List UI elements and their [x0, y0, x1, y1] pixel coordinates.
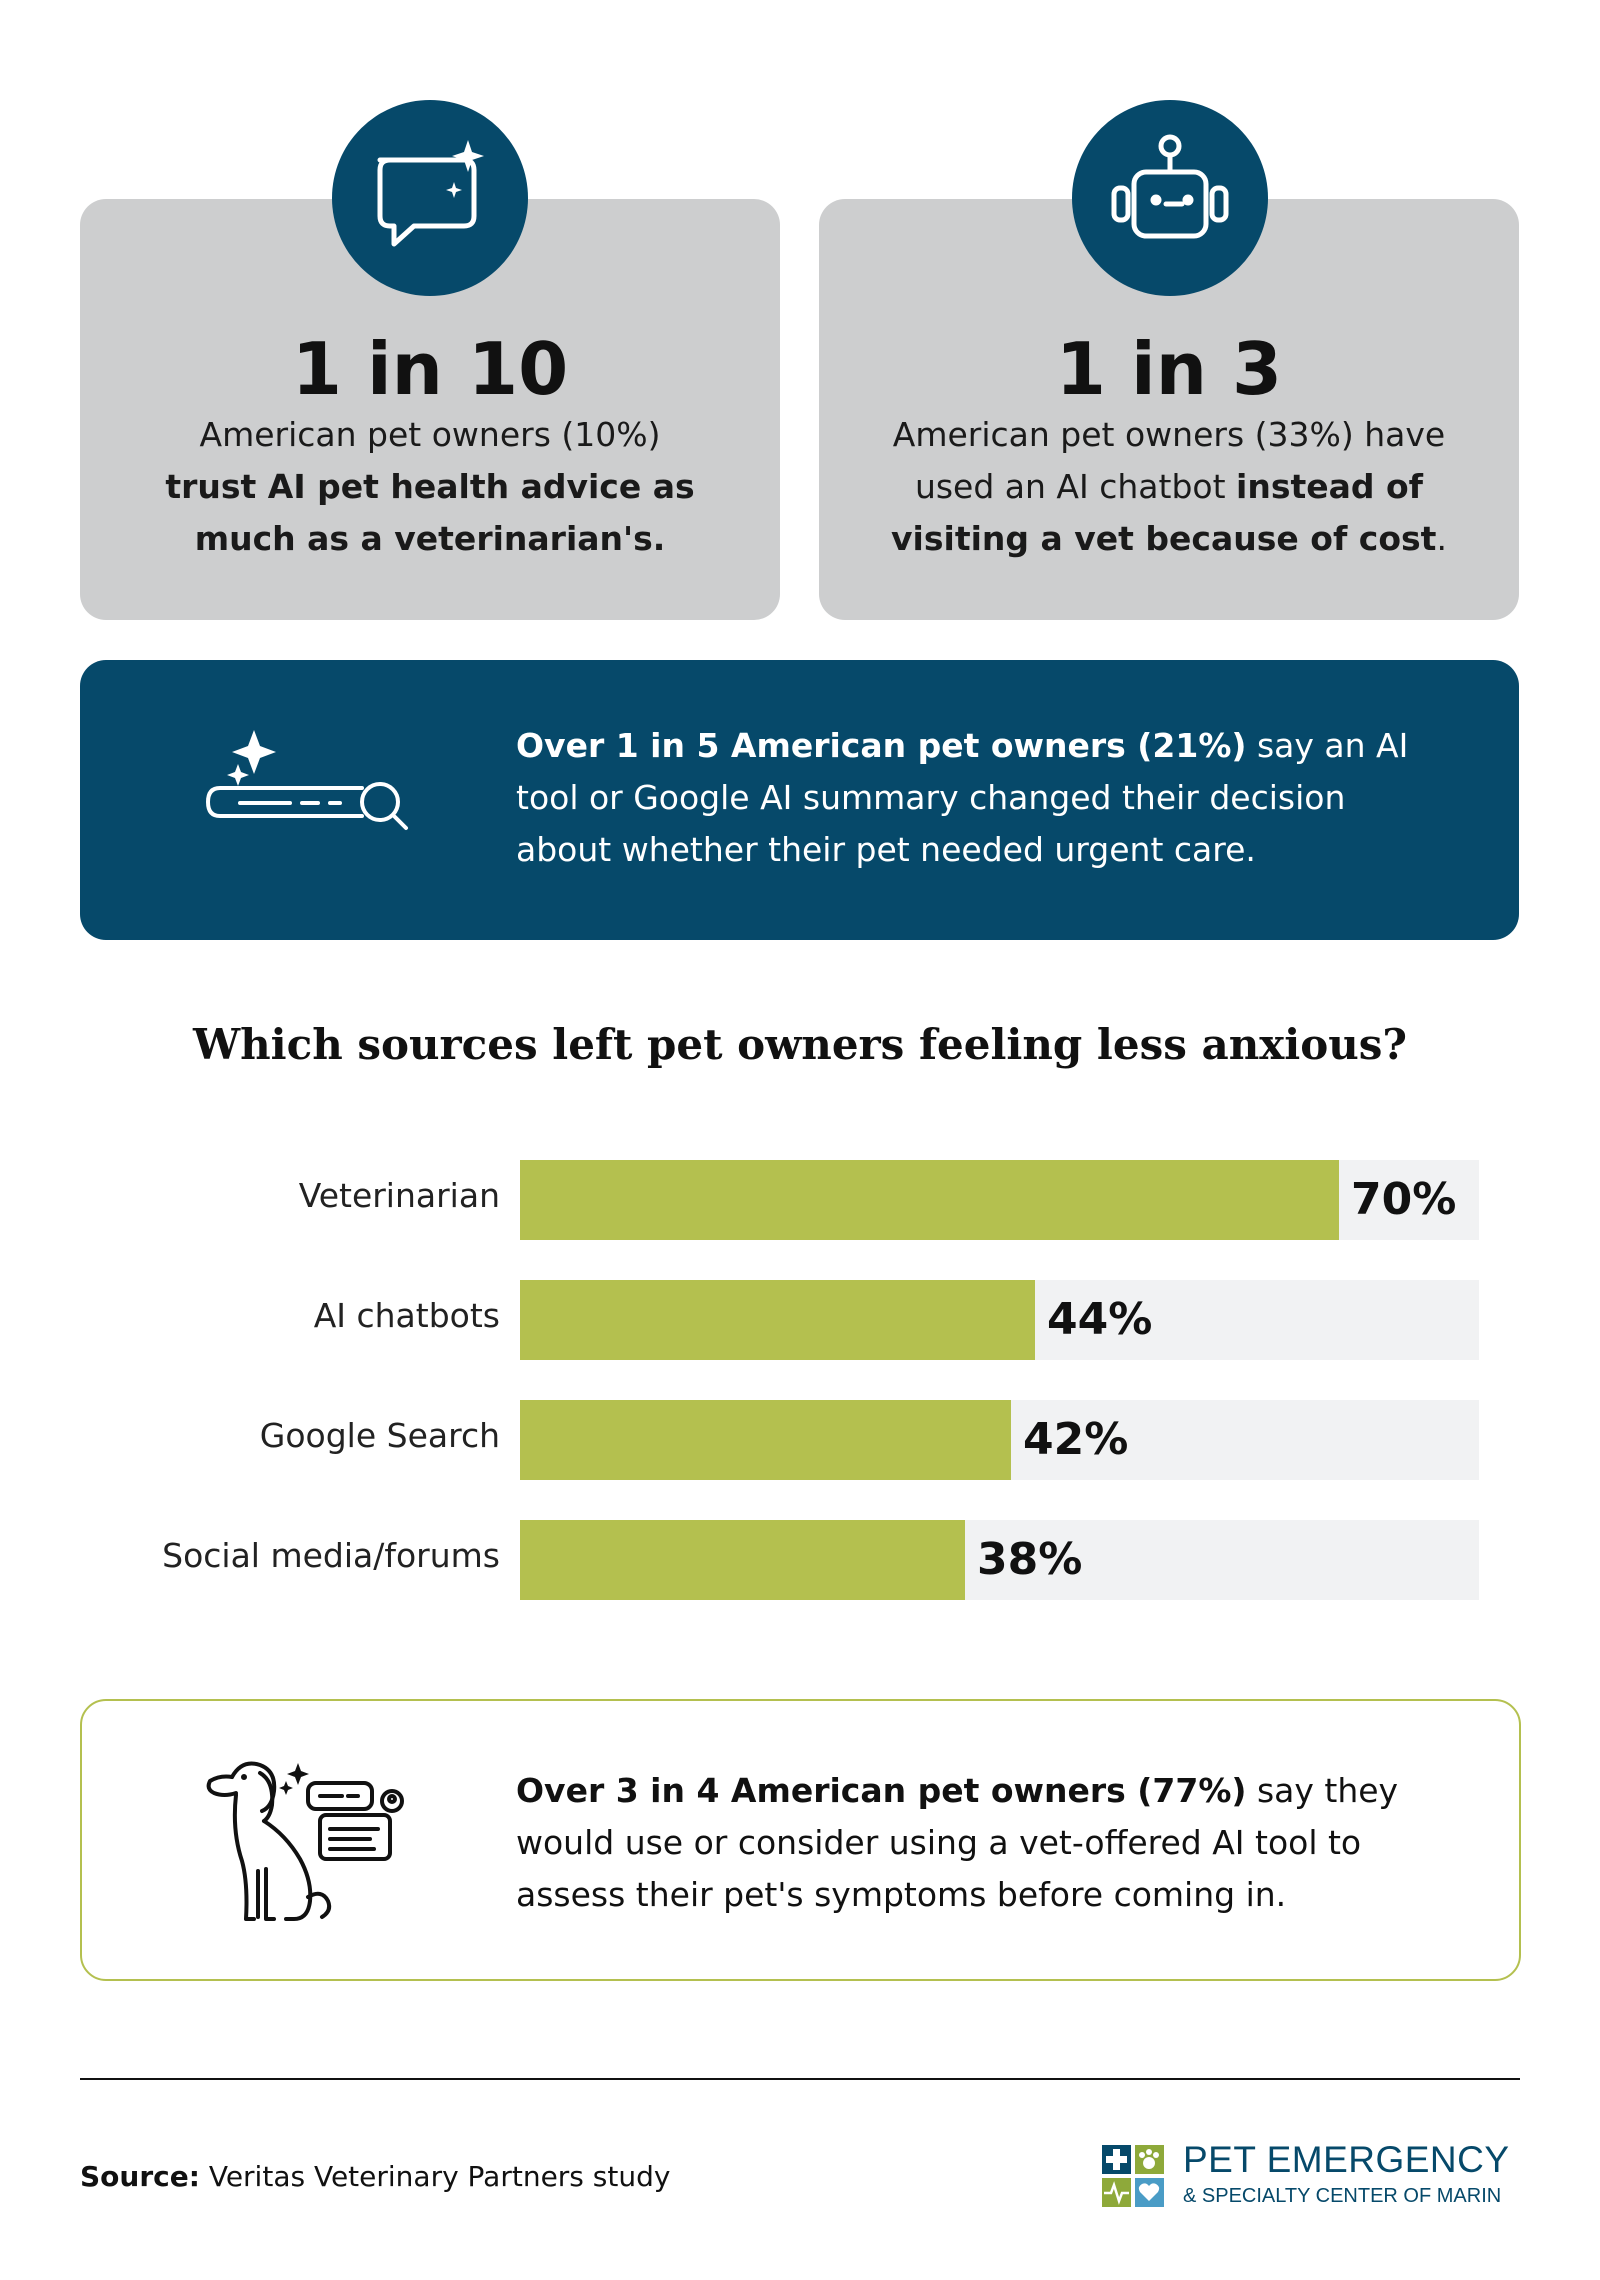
callout-line: would use or consider using a vet-offere… [516, 1823, 1362, 1862]
bar [520, 1400, 1011, 1480]
banner-text: Over 1 in 5 American pet owners (21%) sa… [516, 720, 1416, 876]
value-label: 42% [1023, 1414, 1129, 1465]
callout-line: assess their pet's symptoms before comin… [516, 1875, 1287, 1914]
logo-name: PET EMERGENCY [1183, 2139, 1510, 2180]
stat-line: American pet owners (33%) have [892, 415, 1446, 454]
banner-line: tool or Google AI summary changed their … [516, 778, 1346, 817]
stat-line-bold: much as a veterinarian's. [194, 519, 666, 558]
chart-title: Which sources left pet owners feeling le… [192, 1020, 1408, 1069]
category-label: Veterinarian [298, 1176, 500, 1215]
bar [520, 1520, 965, 1600]
category-label: AI chatbots [313, 1296, 500, 1335]
sparkle-chat-bubble-icon [332, 100, 528, 296]
robot-icon [1072, 100, 1268, 296]
ai-decision-banner: Over 1 in 5 American pet owners (21%) sa… [80, 660, 1519, 940]
stat-line: visiting a vet because of cost. [891, 519, 1447, 558]
ai-search-bar-icon [190, 720, 420, 840]
stat-line: used an AI chatbot instead of [914, 467, 1424, 506]
dog-with-chat-icon [202, 1751, 432, 1931]
category-label: Social media/forums [162, 1536, 500, 1575]
category-label: Google Search [259, 1416, 500, 1455]
callout-text: Over 3 in 4 American pet owners (77%) sa… [516, 1765, 1416, 1921]
value-label: 44% [1047, 1294, 1153, 1345]
stat-line-bold: trust AI pet health advice as [165, 467, 695, 506]
banner-line: Over 1 in 5 American pet owners (21%) sa… [516, 726, 1409, 765]
value-label: 70% [1351, 1174, 1457, 1225]
pet-emergency-logo-mark [1102, 2145, 1164, 2207]
logo-subtitle: & SPECIALTY CENTER OF MARIN [1183, 2185, 1502, 2207]
value-label: 38% [977, 1534, 1083, 1585]
footer-divider [80, 2078, 1520, 2080]
source-citation: Source: Veritas Veterinary Partners stud… [80, 2160, 671, 2193]
banner-line: about whether their pet needed urgent ca… [516, 830, 1256, 869]
bar [520, 1160, 1339, 1240]
stat-description: American pet owners (10%) trust AI pet h… [80, 409, 780, 565]
stat-headline: 1 in 10 [291, 327, 569, 411]
stat-headline: 1 in 3 [1055, 327, 1283, 411]
vet-ai-tool-callout: Over 3 in 4 American pet owners (77%) sa… [80, 1699, 1521, 1981]
bar [520, 1280, 1035, 1360]
stat-description: American pet owners (33%) have used an A… [819, 409, 1519, 565]
stat-line: American pet owners (10%) [199, 415, 661, 454]
callout-line: Over 3 in 4 American pet owners (77%) sa… [516, 1771, 1399, 1810]
